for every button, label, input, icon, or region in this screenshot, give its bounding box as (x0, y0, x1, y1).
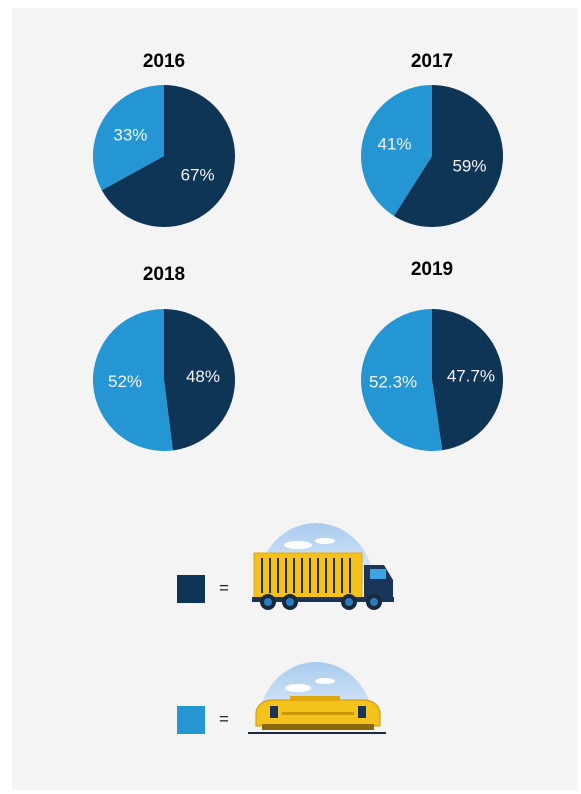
value-label: 52.3% (369, 372, 417, 391)
pie-slice (360, 309, 443, 452)
value-label: 41% (377, 135, 411, 154)
pie-slice (361, 85, 432, 216)
pie-slice (92, 309, 173, 452)
pie-slice (164, 309, 235, 451)
chart-title: 2016 (143, 51, 185, 72)
pie-slice (101, 85, 235, 227)
pie-slice (432, 309, 503, 451)
train-icon (248, 662, 386, 734)
legend-label: = (219, 709, 229, 728)
pie-slice (393, 85, 503, 227)
pie-slice (93, 85, 164, 191)
legend-swatch (177, 706, 205, 734)
value-label: 48% (186, 367, 220, 386)
legend-label: = (219, 578, 229, 597)
chart-title: 2018 (143, 264, 185, 285)
value-label: 59% (452, 156, 486, 175)
chart-title: 2019 (411, 259, 453, 280)
value-label: 52% (108, 372, 142, 391)
legend-swatch (177, 575, 205, 603)
value-label: 33% (113, 126, 147, 145)
annotation: 41% (91, 307, 125, 326)
truck-icon (252, 523, 394, 610)
value-label: 67% (181, 165, 215, 184)
value-label: 47.7% (447, 367, 495, 386)
chart-title: 2017 (411, 51, 453, 72)
